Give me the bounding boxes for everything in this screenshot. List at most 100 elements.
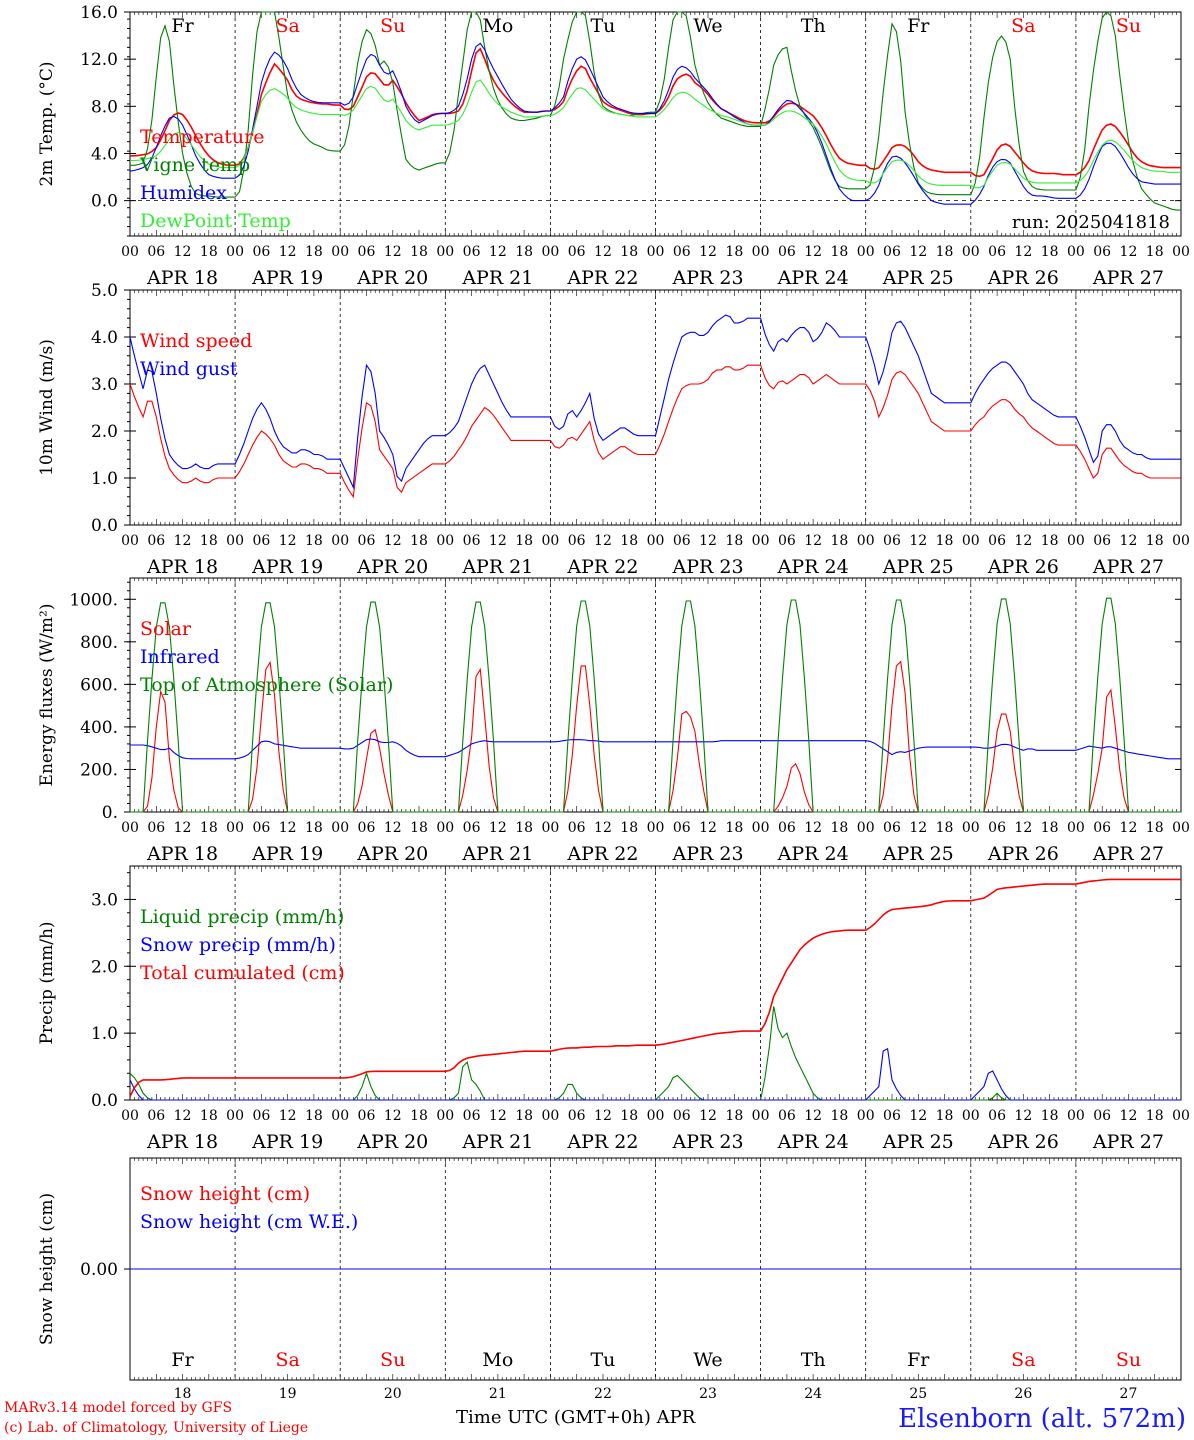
hour-tick-label: 18 [831, 1108, 849, 1124]
hour-tick-label: 12 [174, 820, 192, 836]
weekday-label: Fr [171, 15, 194, 37]
day-label: APR 22 [566, 843, 638, 865]
hour-tick-label: 18 [200, 1108, 218, 1124]
hour-tick-label: 06 [252, 1108, 270, 1124]
hour-tick-label: 18 [620, 1108, 638, 1124]
y-tick-label: 4.0 [91, 328, 118, 348]
hour-tick-label: 06 [358, 244, 376, 260]
hour-tick-label: 06 [568, 1108, 586, 1124]
hour-tick-label: 18 [200, 820, 218, 836]
day-number-label: 19 [279, 1386, 297, 1402]
day-number-label: 24 [804, 1386, 822, 1402]
day-label: APR 18 [146, 1131, 218, 1153]
hour-tick-label: 06 [568, 244, 586, 260]
hour-tick-label: 06 [778, 1108, 796, 1124]
hour-tick-label: 00 [331, 1108, 349, 1124]
y-tick-label: 16.0 [80, 3, 118, 23]
day-label: APR 27 [1092, 1131, 1164, 1153]
legend-entry: Snow height (cm W.E.) [140, 1211, 358, 1233]
day-label: APR 27 [1092, 556, 1164, 578]
hour-tick-label: 06 [463, 1108, 481, 1124]
weekday-label: We [693, 1349, 722, 1371]
hour-tick-label: 06 [358, 533, 376, 549]
hour-tick-label: 06 [988, 1108, 1006, 1124]
day-label: APR 20 [356, 556, 428, 578]
hour-tick-label: 06 [988, 244, 1006, 260]
hour-tick-label: 00 [752, 244, 770, 260]
hour-tick-label: 06 [358, 820, 376, 836]
hour-tick-label: 00 [436, 533, 454, 549]
hour-tick-label: 06 [778, 244, 796, 260]
series-line-wind-speed [129, 364, 1181, 499]
credit-lab: (c) Lab. of Climatology, University of L… [4, 1420, 309, 1436]
legend-entry: Temperature [140, 126, 264, 148]
hour-tick-label: 12 [489, 820, 507, 836]
hour-tick-label: 00 [541, 533, 559, 549]
weekday-label: Tu [590, 1349, 615, 1371]
hour-tick-label: 12 [489, 1108, 507, 1124]
hour-tick-label: 00 [962, 244, 980, 260]
hour-tick-label: 00 [752, 820, 770, 836]
hour-tick-label: 12 [174, 244, 192, 260]
hour-tick-label: 12 [1120, 820, 1138, 836]
hour-tick-label: 18 [620, 820, 638, 836]
hour-tick-label: 00 [647, 244, 665, 260]
hour-tick-label: 12 [1014, 820, 1032, 836]
hour-tick-label: 18 [831, 820, 849, 836]
day-number-label: 22 [594, 1386, 612, 1402]
day-label: APR 27 [1092, 267, 1164, 289]
weekday-label: Su [380, 15, 405, 37]
hour-tick-label: 18 [725, 820, 743, 836]
y-tick-label: 0.00 [80, 1260, 118, 1280]
hour-tick-label: 06 [883, 820, 901, 836]
legend-entry: Wind gust [140, 358, 238, 380]
hour-tick-label: 18 [305, 820, 323, 836]
day-label: APR 21 [461, 267, 533, 289]
hour-tick-label: 06 [147, 244, 165, 260]
day-label: APR 24 [777, 267, 849, 289]
x-minor-ticks [129, 290, 1182, 525]
hour-tick-label: 00 [857, 244, 875, 260]
weekday-label: Sa [1011, 15, 1035, 37]
hour-tick-label: 18 [1146, 820, 1164, 836]
weekday-label: Tu [590, 15, 615, 37]
hour-tick-label: 00 [541, 244, 559, 260]
hour-tick-label: 00 [226, 820, 244, 836]
day-label: APR 22 [566, 556, 638, 578]
y-axis-title: Snow height (cm) [37, 1193, 57, 1345]
day-label: APR 18 [146, 267, 218, 289]
hour-tick-label: 06 [568, 820, 586, 836]
hour-tick-label: 12 [174, 533, 192, 549]
hour-tick-label: 06 [1093, 1108, 1111, 1124]
hour-tick-label: 18 [620, 244, 638, 260]
hour-tick-label: 00 [857, 1108, 875, 1124]
hour-tick-label: 12 [279, 533, 297, 549]
day-number-label: 21 [489, 1386, 507, 1402]
weekday-label: Sa [275, 15, 299, 37]
hour-tick-label: 06 [988, 533, 1006, 549]
hour-tick-label: 12 [279, 244, 297, 260]
hour-tick-label: 00 [541, 1108, 559, 1124]
day-label: APR 20 [356, 843, 428, 865]
hour-tick-label: 00 [331, 533, 349, 549]
y-tick-label: 2.0 [91, 957, 118, 977]
hour-tick-label: 00 [647, 533, 665, 549]
hour-tick-label: 06 [673, 1108, 691, 1124]
hour-tick-label: 06 [252, 244, 270, 260]
hour-tick-label: 18 [200, 533, 218, 549]
hour-tick-label: 12 [594, 533, 612, 549]
weekday-label: Sa [1011, 1349, 1035, 1371]
hour-tick-label: 00 [436, 244, 454, 260]
hour-tick-label: 18 [725, 244, 743, 260]
hour-tick-label: 18 [831, 244, 849, 260]
hour-tick-label: 00 [962, 533, 980, 549]
day-number-label: 23 [699, 1386, 717, 1402]
day-label: APR 18 [146, 556, 218, 578]
hour-tick-label: 12 [279, 820, 297, 836]
y-tick-label: 2.0 [91, 422, 118, 442]
hour-tick-label: 18 [515, 244, 533, 260]
hour-tick-label: 06 [883, 1108, 901, 1124]
hour-tick-label: 00 [752, 533, 770, 549]
day-label: APR 21 [461, 556, 533, 578]
day-number-label: 18 [174, 1386, 192, 1402]
